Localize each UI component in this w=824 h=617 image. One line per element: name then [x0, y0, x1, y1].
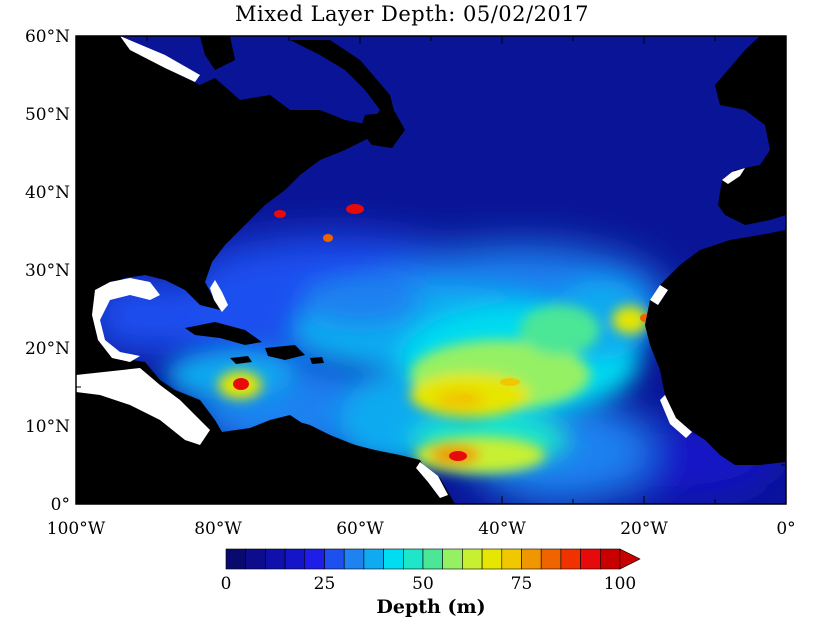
colorbar-swatch [521, 548, 542, 570]
ocean-field [76, 36, 786, 504]
colorbar-tick-label: 75 [511, 574, 533, 594]
colorbar-swatch [481, 548, 503, 570]
colorbar-swatch [599, 548, 621, 570]
colorbar-swatch [343, 548, 365, 570]
lat-tick-label: 0° [51, 495, 70, 515]
colorbar-title: Depth (m) [376, 596, 485, 617]
colorbar-swatch [402, 548, 424, 570]
colorbar-swatch [462, 548, 483, 570]
lon-tick-label: 100°W [47, 519, 106, 539]
lon-tick-label: 80°W [194, 519, 242, 539]
colorbar-swatch [501, 548, 522, 570]
colorbar-swatch [284, 548, 306, 570]
latitude-labels: 60°N 50°N 40°N 30°N 20°N 10°N 0° [25, 27, 70, 515]
colorbar-extend-arrow [619, 548, 641, 570]
lat-tick-label: 50°N [25, 105, 70, 125]
colorbar-swatch [225, 548, 247, 570]
lon-tick-label: 60°W [336, 519, 384, 539]
longitude-labels: 100°W 80°W 60°W 40°W 20°W 0° [47, 519, 796, 539]
colorbar-swatch [324, 548, 345, 570]
colorbar [225, 548, 641, 570]
lat-tick-label: 40°N [25, 183, 70, 203]
colorbar-swatch [580, 548, 601, 570]
depth-hotspots [233, 204, 650, 461]
lon-tick-label: 20°W [620, 519, 668, 539]
map-title: Mixed Layer Depth: 05/02/2017 [234, 2, 590, 26]
land-masses [76, 36, 786, 504]
colorbar-swatch [422, 548, 444, 570]
colorbar-tick-label: 100 [604, 574, 636, 594]
lat-tick-label: 60°N [25, 27, 70, 47]
colorbar-swatch [540, 548, 562, 570]
colorbar-tick-label: 25 [314, 574, 336, 594]
colorbar-tick-label: 0 [221, 574, 232, 594]
colorbar-labels: 0 25 50 75 100 [221, 574, 637, 594]
colorbar-swatch [304, 548, 325, 570]
colorbar-swatch [265, 548, 286, 570]
lat-tick-label: 10°N [25, 417, 70, 437]
lon-tick-label: 0° [776, 519, 795, 539]
colorbar-swatch [442, 548, 463, 570]
lat-tick-label: 30°N [25, 261, 70, 281]
axis-ticks [75, 35, 787, 505]
no-data-fringe [76, 36, 745, 498]
colorbar-swatch [560, 548, 581, 570]
colorbar-swatch [383, 548, 404, 570]
colorbar-swatch [245, 548, 266, 570]
lon-tick-label: 40°W [478, 519, 526, 539]
lat-tick-label: 20°N [25, 339, 70, 359]
colorbar-tick-label: 50 [412, 574, 434, 594]
colorbar-swatch [363, 548, 384, 570]
